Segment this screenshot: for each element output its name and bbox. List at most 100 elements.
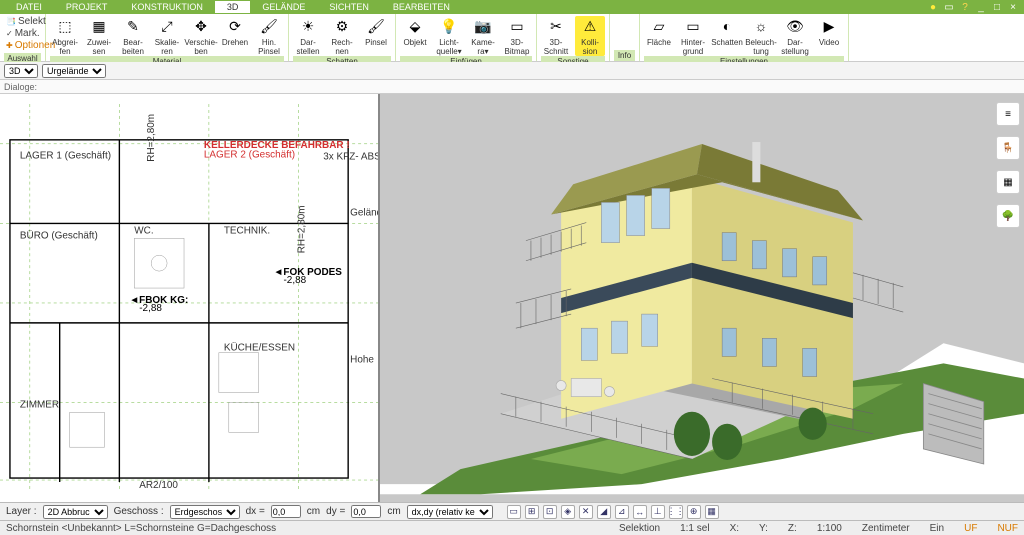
snap-3[interactable]: ⊡ <box>543 505 557 519</box>
ribbon-dschnitt[interactable]: ✂3D-Schnitt <box>541 16 571 56</box>
skalieren-icon: ⤢ <box>157 16 177 36</box>
ribbon-video[interactable]: ▶Video <box>814 16 844 47</box>
kamera-icon: 📷 <box>473 16 493 36</box>
dialoge-bar: Dialoge: <box>0 80 1024 94</box>
fp-rh2: RH=2,80m <box>296 205 307 253</box>
ribbon-flche[interactable]: ▱Fläche <box>644 16 674 47</box>
menu-tab-konstruktion[interactable]: KONSTRUKTION <box>119 1 215 13</box>
snap-8[interactable]: ↔ <box>633 505 647 519</box>
snap-1[interactable]: ▭ <box>507 505 521 519</box>
fp-lager2: LAGER 2 (Geschäft) <box>204 150 295 161</box>
fp-zimmer: ZIMMER <box>20 399 59 410</box>
ribbon-darstellung[interactable]: 👁Dar-stellung <box>780 16 810 56</box>
layer-dropdown[interactable]: 2D Abbruc <box>43 505 108 519</box>
snap-6[interactable]: ◢ <box>597 505 611 519</box>
snap-4[interactable]: ◈ <box>561 505 575 519</box>
svg-text:-2,88: -2,88 <box>139 303 162 314</box>
question-icon[interactable]: ? <box>958 0 972 14</box>
floorplan-pane[interactable]: KELLERDECKE BEFAHRBAR ! LAGER 2 (Geschäf… <box>0 94 380 502</box>
snap-7[interactable]: ⊿ <box>615 505 629 519</box>
view-mode-select[interactable]: 3D <box>4 64 38 78</box>
layer-select[interactable]: Urgelände <box>42 64 106 78</box>
snap-12[interactable]: ▦ <box>705 505 719 519</box>
max-icon[interactable]: □ <box>990 0 1004 14</box>
ribbon-abgreifen[interactable]: ⬚Abgrei-fen <box>50 16 80 56</box>
ribbon-darstellen[interactable]: ☀Dar-stellen <box>293 16 323 56</box>
layers-icon[interactable]: ≡ <box>996 102 1020 126</box>
fp-wc: WC. <box>134 225 153 236</box>
snap-5[interactable]: ✕ <box>579 505 593 519</box>
geschoss-dropdown[interactable]: Erdgeschos <box>170 505 240 519</box>
hintergrund-icon: ▭ <box>683 16 703 36</box>
menubar-right-icons: ● ▭ ? _ □ × <box>926 0 1020 14</box>
ribbon-hintergrund[interactable]: ▭Hinter-grund <box>678 16 708 56</box>
status-unit: Zentimeter <box>862 523 910 534</box>
menu-tab-projekt[interactable]: PROJEKT <box>54 1 120 13</box>
ribbon-objekt[interactable]: ⬙Objekt <box>400 16 430 47</box>
menu-tab-datei[interactable]: DATEI <box>4 1 54 13</box>
fp-buero: BÜRO (Geschäft) <box>20 230 98 241</box>
ribbon-dbitmap[interactable]: ▭3D-Bitmap <box>502 16 532 56</box>
menu-bar: DATEI PROJEKT KONSTRUKTION 3D GELÄNDE SI… <box>0 0 1024 14</box>
ribbon-lichtquelle[interactable]: 💡Licht-quelle▾ <box>434 16 464 56</box>
kollision-icon: ⚠ <box>580 16 600 36</box>
ribbon-hinpinsel[interactable]: 🖌Hin.Pinsel <box>254 16 284 56</box>
fp-lager1: LAGER 1 (Geschäft) <box>20 151 111 162</box>
ribbon-rechnen[interactable]: ⚙Rech-nen <box>327 16 357 56</box>
schatten-icon: ◐ <box>717 16 737 36</box>
selekt-option[interactable]: 📑Selekt <box>6 16 48 27</box>
vegetation-icon[interactable]: 🌳 <box>996 204 1020 228</box>
snap-11[interactable]: ⊕ <box>687 505 701 519</box>
view-side-toolbar: ≡ 🪑 ▦ 🌳 <box>996 102 1020 228</box>
ribbon-bearbeiten[interactable]: ✎Bear-beiten <box>118 16 148 56</box>
dy-input[interactable] <box>351 505 381 518</box>
snap-2[interactable]: ⊞ <box>525 505 539 519</box>
ribbon-skalieren[interactable]: ⤢Skalie-ren <box>152 16 182 56</box>
svg-text:Hohe: Hohe <box>350 355 374 366</box>
objekt-icon: ⬙ <box>405 16 425 36</box>
ribbon-zuweisen[interactable]: ▦Zuwei-sen <box>84 16 114 56</box>
ribbon-kamera[interactable]: 📷Kame-ra▾ <box>468 16 498 56</box>
dxdy-mode[interactable]: dx,dy (relativ ke <box>407 505 493 519</box>
ribbon-pinsel[interactable]: 🖌Pinsel <box>361 16 391 47</box>
darstellung-icon: 👁 <box>785 16 805 36</box>
help-icon[interactable]: ● <box>926 0 940 14</box>
fp-technik: TECHNIK. <box>224 225 270 236</box>
furniture-icon[interactable]: 🪑 <box>996 136 1020 160</box>
snap-toolbar: ▭ ⊞ ⊡ ◈ ✕ ◢ ⊿ ↔ ⊥ ⋮⋮ ⊕ ▦ <box>507 505 719 519</box>
menu-tab-sichten[interactable]: SICHTEN <box>317 1 381 13</box>
snap-9[interactable]: ⊥ <box>651 505 665 519</box>
dschnitt-icon: ✂ <box>546 16 566 36</box>
status-bar: Schornstein <Unbekannt> L=Schornsteine G… <box>0 520 1024 535</box>
hinpinsel-icon: 🖌 <box>259 16 279 36</box>
close-icon[interactable]: × <box>1006 0 1020 14</box>
menu-tab-bearbeiten[interactable]: BEARBEITEN <box>381 1 462 13</box>
svg-text:Geländer H=1,10: Geländer H=1,10 <box>350 207 378 218</box>
ribbon-drehen[interactable]: ⟳Drehen <box>220 16 250 47</box>
ribbon-schatten[interactable]: ◐Schatten <box>712 16 742 47</box>
geschoss-label: Geschoss : <box>114 506 164 517</box>
window-icon[interactable]: ▭ <box>942 0 956 14</box>
ribbon-verschieben[interactable]: ✥Verschie-ben <box>186 16 216 56</box>
rechnen-icon: ⚙ <box>332 16 352 36</box>
zuweisen-icon: ▦ <box>89 16 109 36</box>
abgreifen-icon: ⬚ <box>55 16 75 36</box>
verschieben-icon: ✥ <box>191 16 211 36</box>
svg-text:-2,88: -2,88 <box>284 275 307 286</box>
ribbon-beleuchtung[interactable]: ☼Beleuch-tung <box>746 16 776 56</box>
min-icon[interactable]: _ <box>974 0 988 14</box>
mark-option[interactable]: ✓Mark. <box>6 28 48 39</box>
menu-tab-gelaende[interactable]: GELÄNDE <box>250 1 317 13</box>
beleuchtung-icon: ☼ <box>751 16 771 36</box>
group-info: Info <box>614 50 635 61</box>
materials-icon[interactable]: ▦ <box>996 170 1020 194</box>
optionen-option[interactable]: ✚Optionen <box>6 40 48 51</box>
status-scale1: 1:1 sel <box>680 523 709 534</box>
snap-10[interactable]: ⋮⋮ <box>669 505 683 519</box>
fp-kfz: 3x KFZ- ABSTELLPL <box>323 152 378 163</box>
layer-label: Layer : <box>6 506 37 517</box>
menu-tab-3d[interactable]: 3D <box>215 1 251 13</box>
render-pane[interactable]: ≡ 🪑 ▦ 🌳 <box>380 94 1024 502</box>
dx-input[interactable] <box>271 505 301 518</box>
ribbon-kollision[interactable]: ⚠Kolli-sion <box>575 16 605 56</box>
